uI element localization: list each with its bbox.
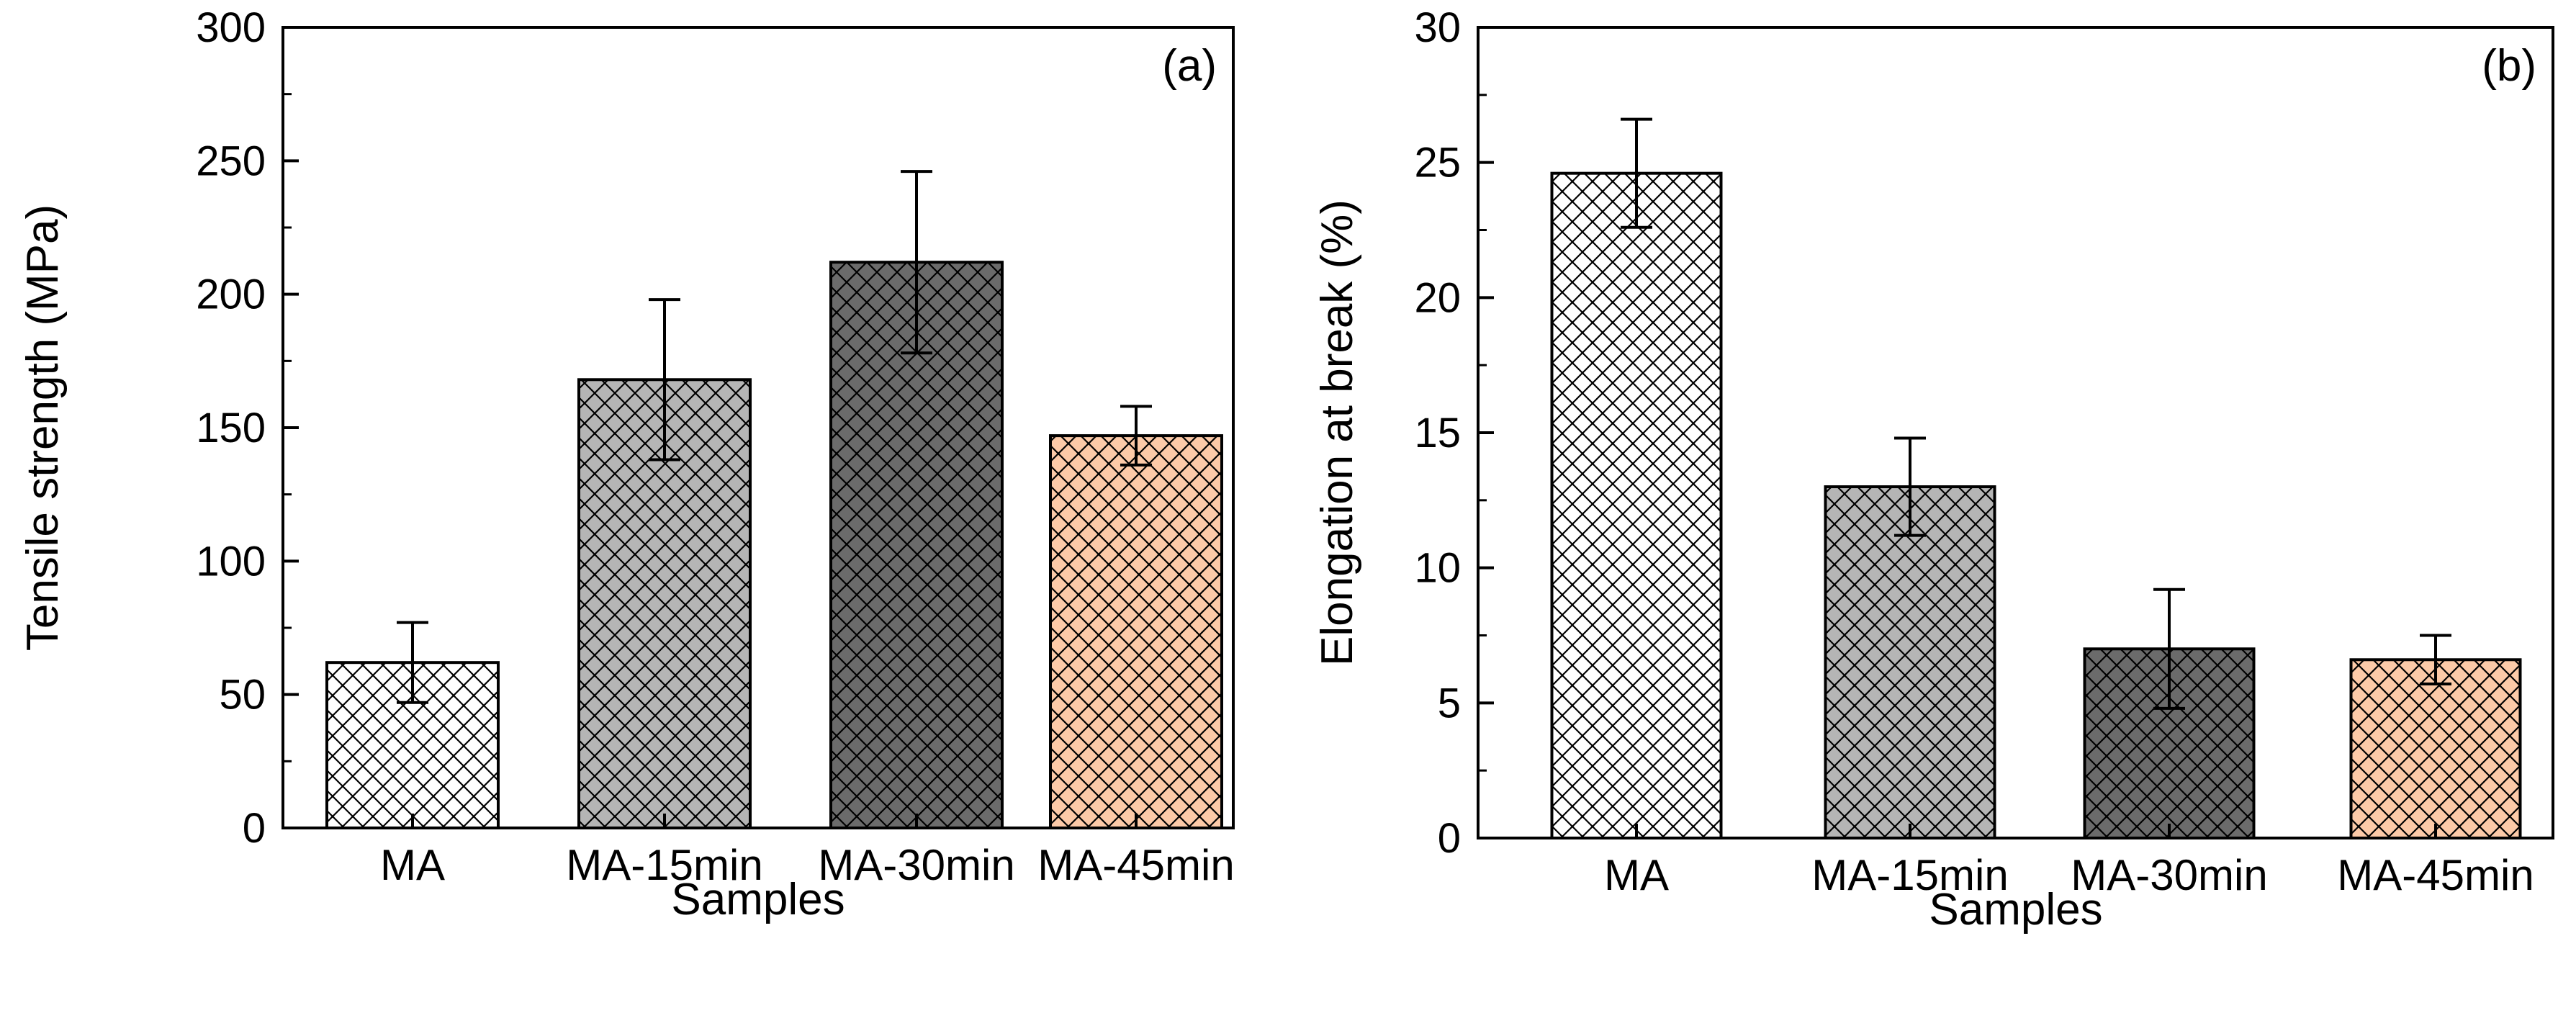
y-tick-label-b-3: 15 [1414, 410, 1461, 456]
x-tick-label-b-ma-15min: MA-15min [1811, 851, 2008, 899]
y-axis-title-a: Tensile strength (MPa) [18, 204, 68, 651]
y-tick-label-a-6: 300 [196, 4, 266, 51]
x-axis-title-b: Samples [1929, 885, 2102, 935]
bar-b-ma-15min [1824, 485, 1996, 839]
y-axis-title-b: Elongation at break (%) [1312, 199, 1362, 666]
y-tick-labels-b: 0 5 10 15 20 25 30 [1414, 4, 1461, 862]
x-tick-label-a-ma-15min: MA-15min [566, 841, 762, 889]
y-tick-label-a-2: 100 [196, 538, 266, 585]
x-tick-label-a-ma-45min: MA-45min [1037, 841, 1234, 889]
x-tick-label-b-ma-30min: MA-30min [2071, 851, 2267, 899]
bar-a-ma-30min [829, 261, 1004, 830]
bar-b-ma [1550, 171, 1723, 839]
x-tick-labels-b: MA MA-15min MA-30min MA-45min [1604, 851, 2534, 899]
y-tick-label-a-1: 50 [219, 672, 266, 719]
y-tick-label-a-5: 250 [196, 138, 266, 184]
panel-a: 0 50 100 150 200 250 300 MA MA-15min MA-30min MA-… [18, 4, 1235, 924]
y-tick-label-b-6: 30 [1414, 4, 1461, 51]
y-tick-label-a-0: 0 [243, 805, 266, 852]
bar-a-ma-45min [1049, 434, 1223, 829]
y-tick-label-b-2: 10 [1414, 545, 1461, 592]
bars-b [1550, 117, 2522, 840]
bar-b-ma-45min [2349, 658, 2522, 840]
y-tick-label-b-5: 25 [1414, 140, 1461, 186]
x-tick-label-b-ma-45min: MA-45min [2337, 851, 2534, 899]
x-axis-title-a: Samples [671, 875, 845, 924]
y-tick-label-a-4: 200 [196, 271, 266, 318]
y-tick-label-b-1: 5 [1438, 680, 1461, 726]
y-tick-label-b-0: 0 [1438, 815, 1461, 862]
x-tick-label-a-ma: MA [380, 841, 445, 889]
panel-label-b: (b) [2482, 41, 2536, 91]
y-tick-labels-a: 0 50 100 150 200 250 300 [196, 4, 266, 852]
y-tick-label-b-4: 20 [1414, 274, 1461, 321]
plot-frame-b [1477, 26, 2554, 839]
y-tick-label-a-3: 150 [196, 405, 266, 451]
bars-a [325, 170, 1223, 830]
x-tick-label-b-ma: MA [1604, 851, 1669, 899]
x-tick-labels-a: MA MA-15min MA-30min MA-45min [380, 841, 1235, 889]
panel-label-a: (a) [1162, 41, 1217, 91]
x-tick-label-a-ma-30min: MA-30min [818, 841, 1014, 889]
plot-frame-a [282, 26, 1235, 829]
